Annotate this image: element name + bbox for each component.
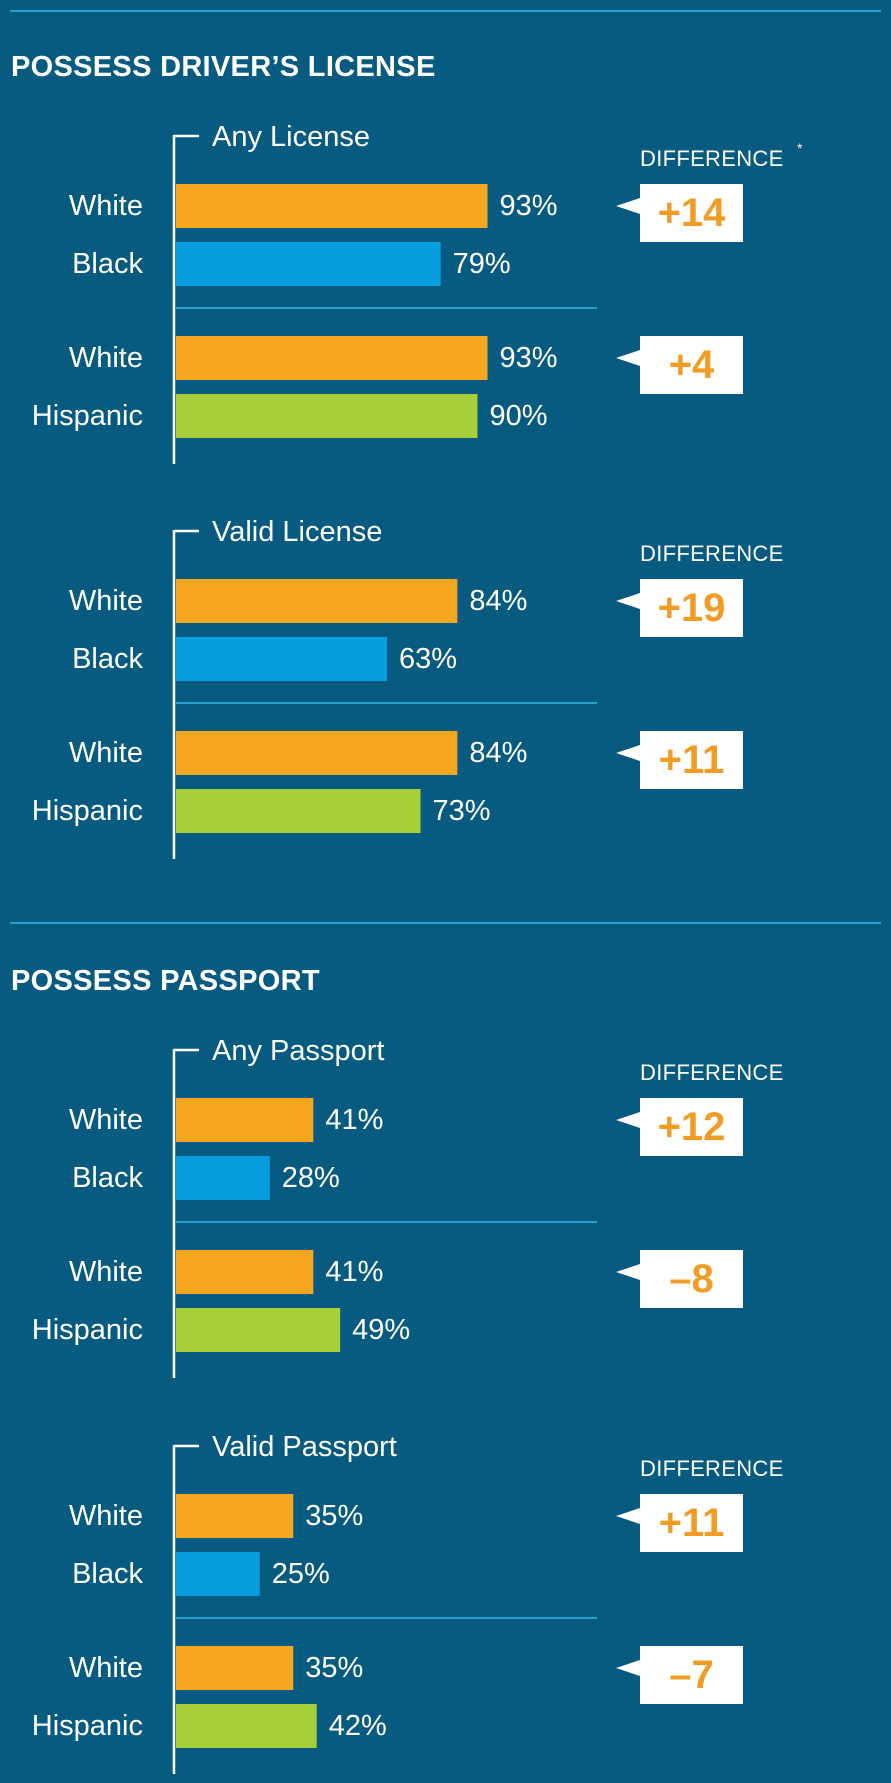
bar bbox=[176, 579, 458, 623]
section-title: POSSESS DRIVER’S LICENSE bbox=[11, 51, 436, 83]
value-label: 93% bbox=[500, 190, 558, 222]
difference-header: DIFFERENCE bbox=[640, 1456, 784, 1481]
bar bbox=[176, 242, 441, 286]
bar bbox=[176, 1704, 317, 1748]
value-label: 84% bbox=[469, 737, 527, 769]
category-label: Black bbox=[72, 1162, 143, 1194]
value-label: 73% bbox=[433, 795, 491, 827]
chart-subtitle: Valid Passport bbox=[212, 1431, 397, 1463]
difference-value: –7 bbox=[669, 1653, 714, 1697]
group-divider bbox=[176, 307, 597, 309]
bar bbox=[176, 1308, 341, 1352]
bar bbox=[176, 1646, 294, 1690]
difference-header: DIFFERENCE bbox=[640, 541, 784, 566]
category-label: Hispanic bbox=[32, 1710, 143, 1742]
chart-subtitle: Any Passport bbox=[212, 1035, 384, 1067]
difference-value: +11 bbox=[659, 738, 725, 782]
bar-chart: Valid Passport DIFFERENCE White 35% Black 25%… bbox=[32, 1431, 784, 1774]
category-label: White bbox=[69, 585, 143, 617]
value-label: 35% bbox=[305, 1652, 363, 1684]
category-label: Black bbox=[72, 248, 143, 280]
difference-header: DIFFERENCE bbox=[640, 1060, 784, 1085]
bar bbox=[176, 1098, 314, 1142]
group-divider bbox=[176, 1221, 597, 1223]
difference-value: +12 bbox=[658, 1105, 726, 1149]
bar bbox=[176, 394, 478, 438]
difference-value: +14 bbox=[658, 191, 727, 235]
bar-chart: Any License DIFFERENCE * White 93% Black 79% +1… bbox=[32, 121, 803, 464]
difference-value: +11 bbox=[659, 1501, 725, 1545]
bar bbox=[176, 1156, 270, 1200]
category-label: White bbox=[69, 737, 143, 769]
value-label: 35% bbox=[305, 1500, 363, 1532]
bar bbox=[176, 637, 388, 681]
category-label: Hispanic bbox=[32, 400, 143, 432]
difference-callout bbox=[616, 579, 743, 637]
bar bbox=[176, 789, 421, 833]
value-label: 90% bbox=[490, 400, 548, 432]
value-label: 42% bbox=[329, 1710, 387, 1742]
group-divider bbox=[176, 702, 597, 704]
section-title: POSSESS PASSPORT bbox=[11, 965, 320, 997]
difference-value: +4 bbox=[669, 343, 715, 387]
value-label: 41% bbox=[325, 1104, 383, 1136]
chart-subtitle: Valid License bbox=[212, 516, 382, 548]
category-label: White bbox=[69, 190, 143, 222]
category-label: White bbox=[69, 1256, 143, 1288]
difference-value: –8 bbox=[669, 1257, 714, 1301]
bar bbox=[176, 1494, 294, 1538]
section-divider bbox=[10, 10, 881, 12]
chart-subtitle: Any License bbox=[212, 121, 370, 153]
group-divider bbox=[176, 1617, 597, 1619]
value-label: 25% bbox=[272, 1558, 330, 1590]
category-label: White bbox=[69, 1652, 143, 1684]
bar bbox=[176, 336, 488, 380]
category-label: Black bbox=[72, 643, 143, 675]
value-label: 84% bbox=[469, 585, 527, 617]
bar-chart: Valid License DIFFERENCE White 84% Black 63% +… bbox=[32, 516, 784, 859]
category-label: White bbox=[69, 1104, 143, 1136]
bar-chart: Any Passport DIFFERENCE White 41% Black 28% +1… bbox=[32, 1035, 784, 1378]
value-label: 49% bbox=[352, 1314, 410, 1346]
value-label: 28% bbox=[282, 1162, 340, 1194]
difference-callout bbox=[616, 731, 743, 789]
value-label: 41% bbox=[325, 1256, 383, 1288]
category-label: White bbox=[69, 1500, 143, 1532]
bar bbox=[176, 1250, 314, 1294]
difference-callout bbox=[616, 336, 743, 394]
difference-header: DIFFERENCE bbox=[640, 146, 784, 171]
difference-callout bbox=[616, 184, 743, 242]
footnote-marker: * bbox=[797, 140, 803, 156]
bar bbox=[176, 184, 488, 228]
section-divider bbox=[10, 922, 881, 924]
difference-callout bbox=[616, 1646, 743, 1704]
category-label: White bbox=[69, 342, 143, 374]
difference-callout bbox=[616, 1250, 743, 1308]
value-label: 63% bbox=[399, 643, 457, 675]
bar bbox=[176, 1552, 260, 1596]
difference-callout bbox=[616, 1098, 743, 1156]
difference-value: +19 bbox=[658, 586, 726, 630]
value-label: 93% bbox=[500, 342, 558, 374]
bar bbox=[176, 731, 458, 775]
category-label: Hispanic bbox=[32, 795, 143, 827]
difference-callout bbox=[616, 1494, 743, 1552]
category-label: Hispanic bbox=[32, 1314, 143, 1346]
value-label: 79% bbox=[453, 248, 511, 280]
category-label: Black bbox=[72, 1558, 143, 1590]
